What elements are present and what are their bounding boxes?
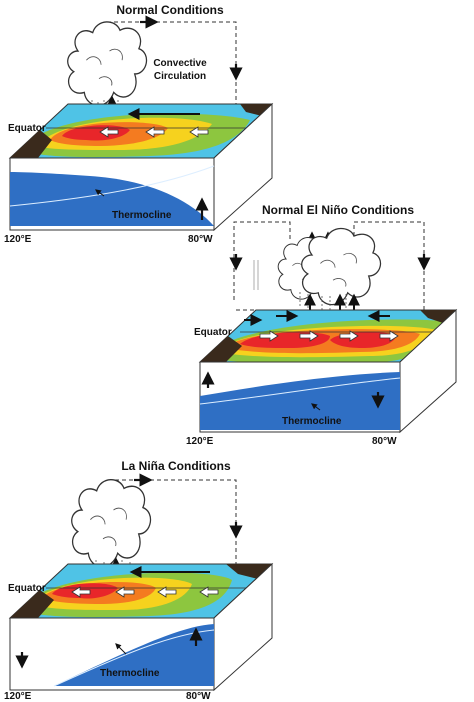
panel-la-nina: La Niña Conditions Equator Thermocline 1… xyxy=(4,459,274,702)
panel-normal: Normal Conditions Convective Circulation… xyxy=(4,3,274,245)
panel-title: La Niña Conditions xyxy=(121,459,231,473)
longitude-east-label: 80°W xyxy=(186,691,211,702)
ocean-surface-la-nina xyxy=(8,563,274,619)
longitude-east-label: 80°W xyxy=(188,234,213,245)
circulation-label: Circulation xyxy=(154,71,206,82)
equator-label: Equator xyxy=(8,583,46,594)
equator-label: Equator xyxy=(8,123,46,134)
longitude-west-label: 120°E xyxy=(4,691,32,702)
thermocline-label: Thermocline xyxy=(100,668,160,679)
trade-wind-arrows xyxy=(99,126,209,138)
cold-water-wedge-normal xyxy=(10,172,214,226)
longitude-west-label: 120°E xyxy=(4,234,32,245)
longitude-west-label: 120°E xyxy=(186,436,214,447)
land-west-el-nino xyxy=(200,336,242,362)
storm-cloud-icon xyxy=(70,478,152,568)
equator-label: Equator xyxy=(194,327,232,338)
circulation-label: Convective xyxy=(153,58,207,69)
storm-cloud-icon xyxy=(67,21,148,107)
panel-title: Normal El Niño Conditions xyxy=(262,203,414,217)
land-west-la-nina xyxy=(10,590,54,618)
land-west-normal xyxy=(10,130,52,158)
trade-wind-arrows xyxy=(71,586,219,598)
storm-cloud-icon xyxy=(301,227,382,306)
thermocline-label: Thermocline xyxy=(112,210,172,221)
panel-title: Normal Conditions xyxy=(116,3,224,17)
cold-water-wedge-el-nino xyxy=(200,372,400,430)
cold-water-wedge-la-nina xyxy=(54,624,214,686)
ocean-surface-el-nino xyxy=(198,309,458,364)
thermocline-label: Thermocline xyxy=(282,416,342,427)
panel-el-nino: Normal El Niño Conditions Equator Thermo… xyxy=(186,203,458,447)
longitude-east-label: 80°W xyxy=(372,436,397,447)
eastward-current-arrows xyxy=(259,330,399,342)
